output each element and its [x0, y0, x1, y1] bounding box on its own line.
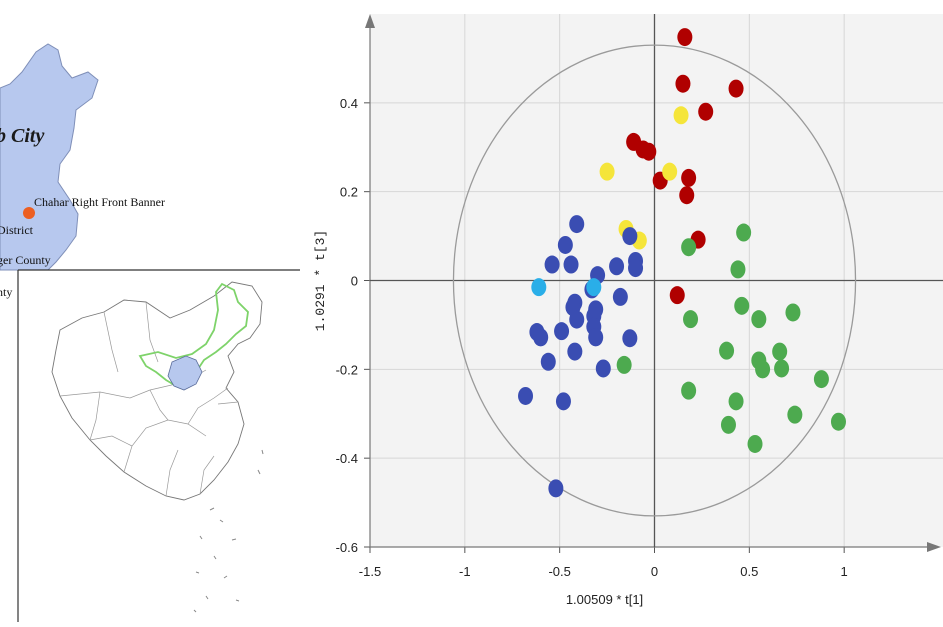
data-point — [734, 296, 750, 315]
axis-layer — [364, 14, 943, 553]
data-point — [548, 479, 564, 498]
data-point — [774, 359, 790, 378]
data-point — [681, 381, 697, 400]
y-tick-label: 0 — [351, 274, 358, 289]
data-point — [681, 168, 697, 187]
data-point — [669, 286, 685, 305]
y-axis-title: 1.0291 * t[3] — [313, 230, 328, 331]
data-point — [518, 386, 534, 405]
data-point — [555, 392, 571, 411]
data-point — [557, 235, 573, 254]
data-point — [554, 322, 570, 341]
score-plot-panel: -1.5 -1 -0.5 0 0.5 1 -0.6 -0.4 -0.2 0 0.2 0.4 1.0050… — [300, 0, 943, 622]
y-tick-label: -0.4 — [336, 451, 358, 466]
data-point — [787, 405, 803, 424]
data-point — [675, 74, 691, 93]
confidence-ellipse — [452, 44, 857, 517]
data-point — [728, 79, 744, 98]
x-tick-label: 0.5 — [740, 564, 758, 579]
data-point — [755, 360, 771, 379]
data-point — [612, 287, 628, 306]
y-tick-label: 0.2 — [340, 185, 358, 200]
place-label-county-2: nty — [0, 285, 13, 299]
data-point — [588, 328, 604, 347]
data-point — [751, 310, 767, 329]
x-tick-label: 0 — [651, 564, 658, 579]
place-label-county: ger County — [0, 253, 51, 267]
data-point — [586, 278, 602, 297]
data-point — [569, 215, 585, 234]
x-axis-title: 1.00509 * t[1] — [566, 592, 643, 607]
data-point — [540, 352, 556, 371]
x-tick-label: -1.5 — [359, 564, 381, 579]
data-point — [728, 392, 744, 411]
place-label-district: District — [0, 223, 33, 237]
data-point — [616, 355, 632, 374]
data-point — [662, 162, 678, 181]
data-point — [628, 259, 644, 278]
data-point — [698, 102, 714, 121]
data-point — [563, 255, 579, 274]
data-point — [683, 310, 699, 329]
data-point — [544, 255, 560, 274]
data-point — [830, 412, 846, 431]
data-point — [641, 142, 657, 161]
data-point — [599, 162, 615, 181]
data-point — [785, 303, 801, 322]
banner-marker — [23, 207, 35, 219]
south-sea-islands — [193, 449, 264, 613]
data-point — [747, 434, 763, 453]
y-axis-arrow — [365, 14, 375, 28]
data-point — [531, 278, 547, 297]
data-point — [622, 329, 638, 348]
y-tick-label: -0.2 — [336, 362, 358, 377]
map-panel: b City Chahar Right Front Banner Distric… — [0, 0, 300, 622]
data-point — [595, 359, 611, 378]
data-point — [719, 341, 735, 360]
data-point — [673, 106, 689, 125]
data-point — [567, 342, 583, 361]
x-tick-label: -1 — [459, 564, 471, 579]
data-point — [533, 328, 549, 347]
place-label-chahar: Chahar Right Front Banner — [34, 195, 165, 209]
inset-frame — [17, 269, 300, 622]
points-layer — [518, 28, 846, 498]
ellipse-layer — [452, 44, 857, 517]
data-point — [622, 227, 638, 246]
data-point — [609, 257, 625, 276]
city-label: b City — [0, 125, 45, 147]
data-point — [681, 238, 697, 257]
label-layer: -1.5 -1 -0.5 0 0.5 1 -0.6 -0.4 -0.2 0 0.2 0.4 1.0050… — [313, 96, 848, 607]
x-axis-arrow — [927, 542, 941, 552]
highlight-region — [167, 355, 203, 391]
data-point — [772, 342, 788, 361]
data-point — [569, 310, 585, 329]
data-point — [813, 370, 829, 389]
data-point — [720, 415, 736, 434]
y-tick-label: 0.4 — [340, 96, 358, 111]
data-point — [679, 186, 695, 205]
data-point — [677, 28, 693, 47]
map-graphic — [0, 43, 300, 622]
data-point — [736, 223, 752, 242]
china-outline — [51, 281, 263, 501]
score-plot: -1.5 -1 -0.5 0 0.5 1 -0.6 -0.4 -0.2 0 0.2 0.4 1.0050… — [313, 14, 943, 607]
x-tick-label: 1 — [841, 564, 848, 579]
data-point — [730, 260, 746, 279]
x-tick-label: -0.5 — [548, 564, 570, 579]
y-tick-label: -0.6 — [336, 540, 358, 555]
